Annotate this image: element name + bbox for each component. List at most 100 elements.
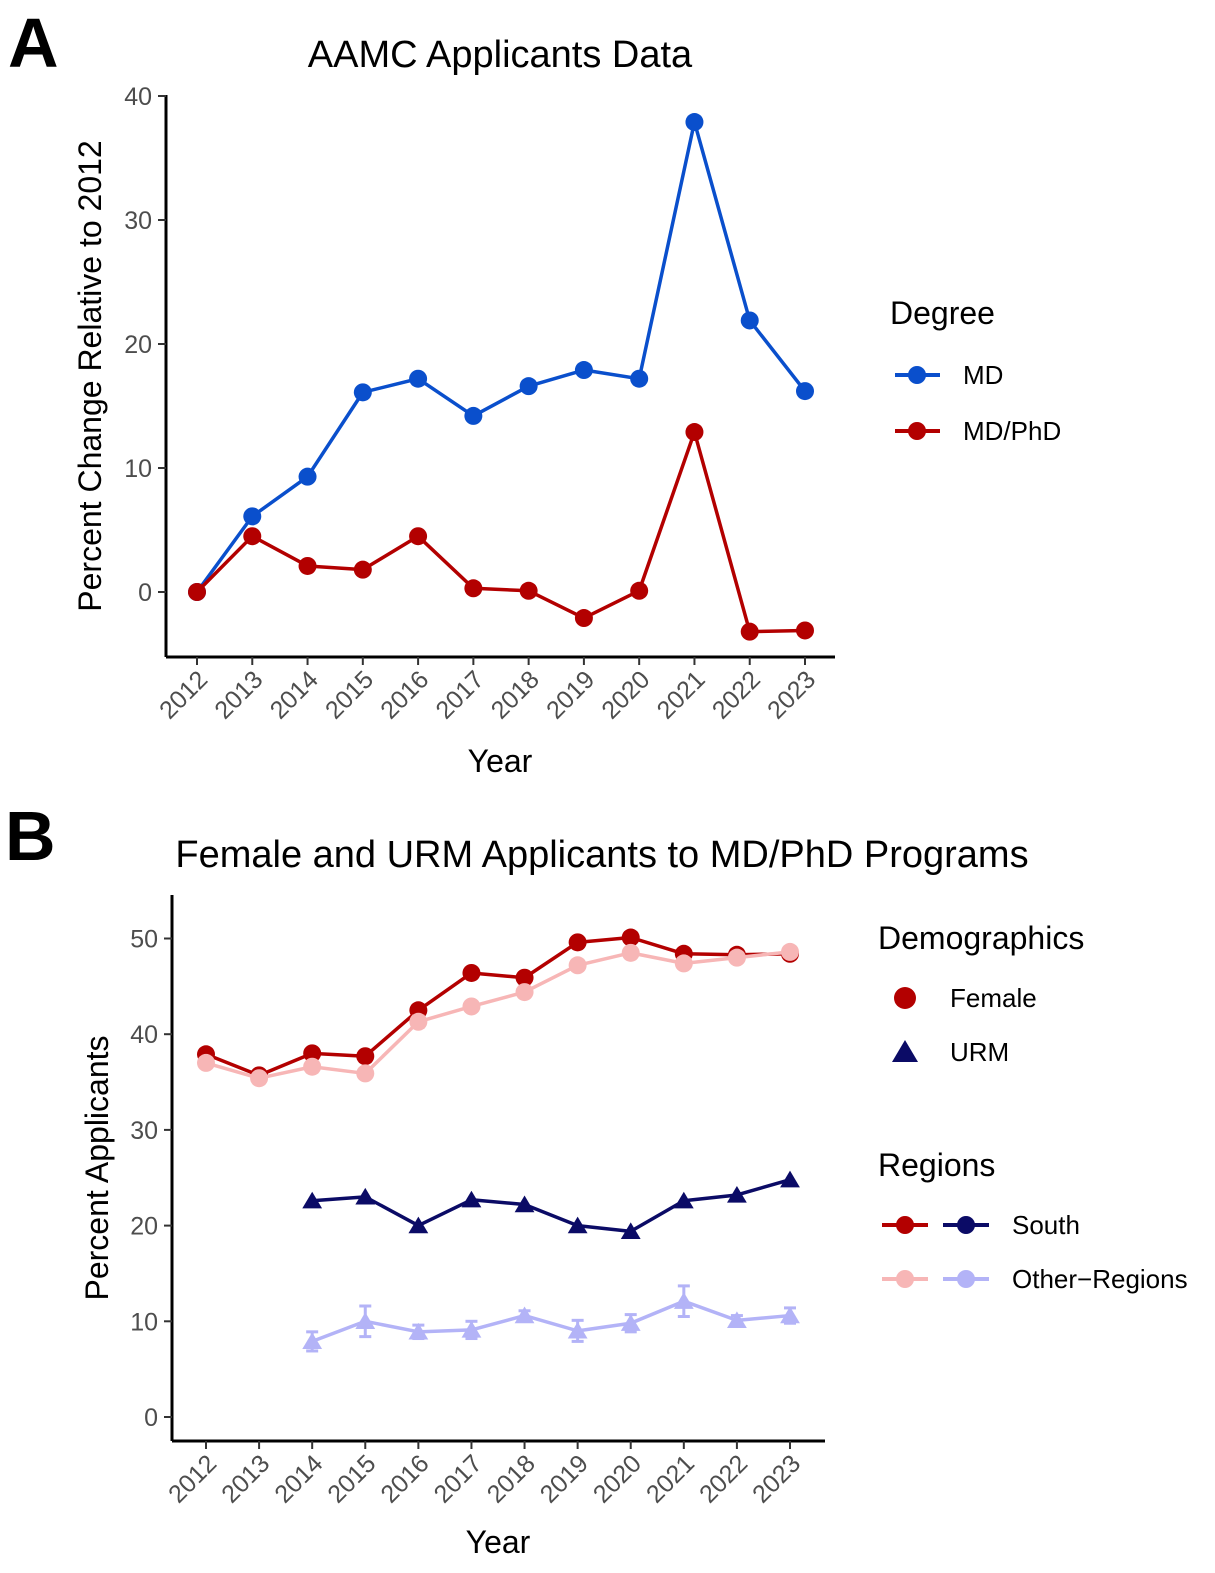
legend-a-md-marker xyxy=(908,366,926,384)
data-point xyxy=(519,377,538,396)
panel-b-y-axis-label: Percent Applicants xyxy=(79,1035,115,1300)
y-tick-label: 20 xyxy=(124,331,152,359)
legend-south-marker-navy xyxy=(957,1216,975,1234)
x-tick-label: 2012 xyxy=(154,665,213,724)
data-point xyxy=(197,1053,215,1072)
data-point xyxy=(574,609,593,628)
panel-a: A AAMC Applicants Data 0 10 20 30 40 20122013… xyxy=(8,4,1061,779)
panel-a-x-axis-label: Year xyxy=(468,743,533,779)
x-tick-label: 2016 xyxy=(375,1449,434,1508)
x-tick-label: 2020 xyxy=(588,1449,647,1508)
x-tick-label: 2016 xyxy=(375,665,434,724)
legend-item-south: South xyxy=(882,1210,1080,1240)
data-point-triangle xyxy=(780,1170,800,1188)
x-tick-label: 2013 xyxy=(216,1449,275,1508)
data-point xyxy=(630,581,649,600)
data-point xyxy=(574,361,593,380)
legend-a-title: Degree xyxy=(890,295,995,331)
data-point xyxy=(409,527,428,546)
x-tick-label: 2021 xyxy=(652,665,711,724)
x-tick-label: 2018 xyxy=(482,1449,541,1508)
y-tick-label: 40 xyxy=(124,83,152,111)
data-point-triangle xyxy=(620,1314,641,1331)
panel-b-plot-area: 0102030405020122013201420152016201720182… xyxy=(130,895,825,1509)
series-line xyxy=(205,935,791,1078)
series-line xyxy=(195,430,806,634)
legend-south-label: South xyxy=(1012,1210,1080,1240)
data-point xyxy=(462,997,481,1016)
series-line xyxy=(311,1299,791,1344)
panel-a-y-axis-label: Percent Change Relative to 2012 xyxy=(72,140,108,611)
data-point-triangle xyxy=(620,1222,641,1239)
data-point xyxy=(353,560,372,579)
data-point-triangle xyxy=(408,1322,429,1340)
x-tick-label: 2023 xyxy=(762,665,821,724)
y-tick-label: 20 xyxy=(130,1213,158,1241)
data-point-triangle xyxy=(514,1195,535,1213)
data-point xyxy=(298,556,317,575)
data-point xyxy=(621,928,640,947)
data-point xyxy=(243,507,262,526)
series-line xyxy=(312,1177,791,1234)
x-tick-label: 2014 xyxy=(269,1449,328,1508)
data-point xyxy=(674,954,693,973)
data-point xyxy=(515,968,534,987)
legend-other-marker-pink xyxy=(896,1270,914,1288)
data-point xyxy=(303,1044,322,1063)
x-tick-label: 2023 xyxy=(747,1449,806,1508)
x-tick-label: 2019 xyxy=(535,1449,594,1508)
data-point xyxy=(519,581,538,600)
panel-b-title: Female and URM Applicants to MD/PhD Prog… xyxy=(175,834,1028,876)
x-tick-label: 2015 xyxy=(320,665,379,724)
data-point xyxy=(621,943,640,962)
data-point xyxy=(796,621,814,640)
legend-urm-triangle-marker xyxy=(892,1040,918,1062)
x-tick-label: 2012 xyxy=(163,1449,222,1508)
legend-item-female: Female xyxy=(894,983,1037,1013)
panel-b-x-axis-label: Year xyxy=(466,1524,531,1560)
data-point xyxy=(515,983,534,1002)
data-point xyxy=(353,383,372,402)
panel-b-legend-regions: Regions South Other−Regions xyxy=(878,1147,1188,1294)
y-tick-label: 0 xyxy=(138,579,152,607)
panel-b-legend-demographics: Demographics Female URM xyxy=(878,920,1084,1067)
data-point xyxy=(727,948,746,967)
data-point-triangle xyxy=(408,1216,429,1234)
legend-female-circle-marker xyxy=(894,987,916,1009)
legend-a-mdphd-marker xyxy=(908,422,926,440)
data-point xyxy=(250,1069,269,1088)
data-point xyxy=(298,467,317,486)
y-tick-label: 0 xyxy=(144,1404,158,1432)
x-tick-label: 2017 xyxy=(429,1449,488,1508)
data-point-triangle xyxy=(727,1185,747,1203)
data-point xyxy=(188,583,206,601)
panel-b-letter: B xyxy=(5,797,56,875)
y-tick-label: 10 xyxy=(124,455,152,483)
legend-item-urm: URM xyxy=(892,1037,1009,1067)
legend-item-other-regions: Other−Regions xyxy=(882,1264,1188,1294)
data-point xyxy=(303,1057,322,1076)
data-point xyxy=(568,956,587,975)
data-point-triangle xyxy=(355,1312,376,1329)
x-tick-label: 2022 xyxy=(694,1449,753,1508)
data-point xyxy=(409,1012,428,1031)
data-point xyxy=(685,423,704,442)
data-point xyxy=(464,579,483,598)
data-point xyxy=(243,527,262,546)
data-point xyxy=(409,369,428,388)
legend-regions-title: Regions xyxy=(878,1147,995,1183)
x-tick-label: 2014 xyxy=(265,665,324,724)
data-point xyxy=(740,311,759,330)
x-tick-label: 2021 xyxy=(641,1449,700,1508)
y-tick-label: 30 xyxy=(124,207,152,235)
x-tick-label: 2013 xyxy=(209,665,268,724)
legend-female-label: Female xyxy=(950,983,1037,1013)
legend-south-marker-red xyxy=(896,1216,914,1234)
data-point-triangle xyxy=(461,1320,482,1338)
data-point-triangle xyxy=(514,1306,535,1324)
data-point-triangle xyxy=(302,1191,323,1209)
data-point xyxy=(356,1047,375,1066)
data-point xyxy=(464,406,483,425)
y-tick-label: 10 xyxy=(130,1308,158,1336)
